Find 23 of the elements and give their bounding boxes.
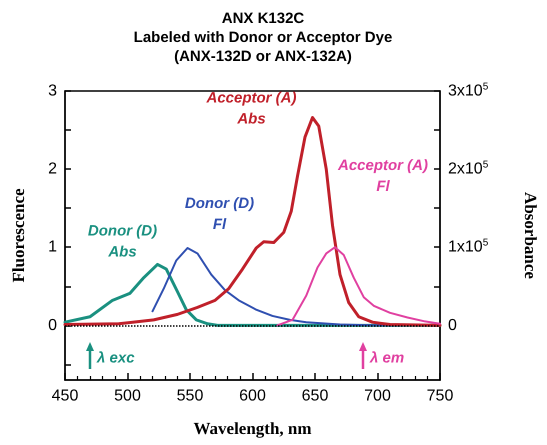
- annotation: λ em: [369, 350, 404, 366]
- x-tick-label: 500: [114, 388, 141, 404]
- y2-tick-label: 0: [448, 316, 457, 334]
- y-tick-label: 0: [48, 316, 58, 334]
- y-tick-label: 2: [48, 160, 58, 178]
- y-tick-label: 1: [48, 238, 58, 256]
- text: Acceptor (A) Fl: [336, 157, 428, 196]
- line-series: [276, 246, 441, 326]
- annotation: λ exc: [96, 350, 136, 366]
- x-tick-label: 650: [302, 388, 328, 404]
- series-label: Donor (D) Fl: [184, 194, 254, 233]
- series-label: Acceptor (A) Abs: [205, 90, 297, 128]
- chart-title: ANX K132C Labeled with Donor or Acceptor Dye (ANX-132D or ANX-132A): [134, 10, 392, 65]
- series-label: Donor (D) Abs: [88, 222, 158, 260]
- x-tick-label: 700: [364, 388, 391, 404]
- x-tick-label: 550: [176, 388, 204, 404]
- y2-axis-title: Absorbance: [521, 192, 540, 280]
- y-axis-title: Fluorescence: [9, 188, 28, 283]
- x-tick-label: 750: [426, 388, 454, 404]
- x-axis-title: Wavelength, nm: [193, 419, 312, 438]
- y-tick-label: 3: [48, 82, 58, 100]
- x-tick-label: 600: [239, 388, 266, 404]
- x-tick-label: 450: [52, 388, 78, 404]
